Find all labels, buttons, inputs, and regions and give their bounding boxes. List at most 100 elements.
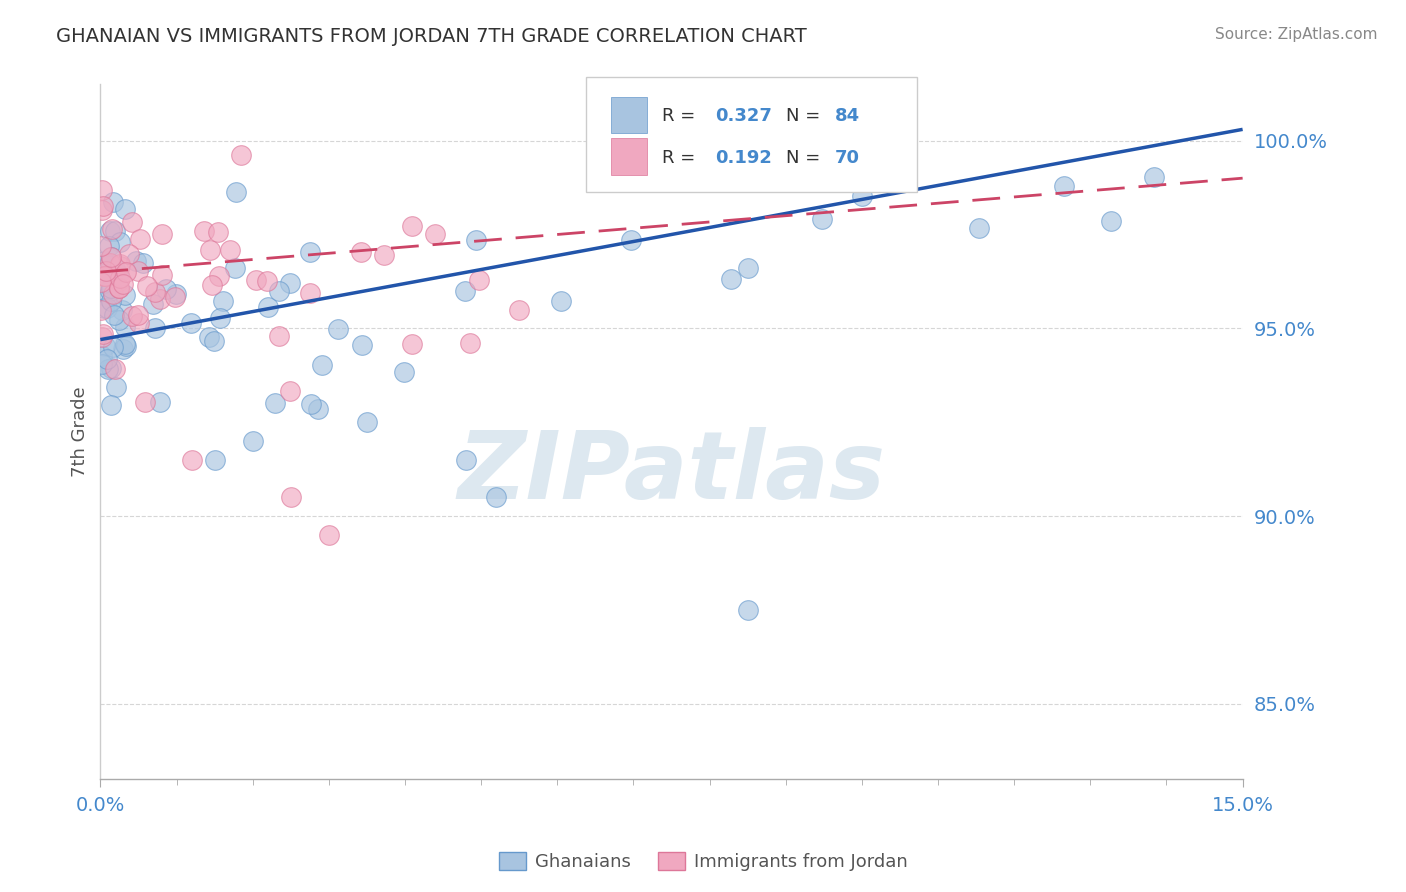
Text: GHANAIAN VS IMMIGRANTS FROM JORDAN 7TH GRADE CORRELATION CHART: GHANAIAN VS IMMIGRANTS FROM JORDAN 7TH G… [56,27,807,45]
Point [811,212,834,227]
Point [267,284,290,298]
Point [98,224,121,238]
Text: N =: N = [786,107,825,125]
Point [132,256,155,270]
Y-axis label: 7th Grade: 7th Grade [72,386,89,477]
Point [256,300,278,314]
Point [112,277,135,291]
Point [127,264,149,278]
Point [373,248,395,262]
Point [96,290,118,304]
Point [350,245,373,260]
Point [245,272,267,286]
Text: 0.192: 0.192 [714,149,772,167]
Point [198,243,221,257]
Point [318,528,340,542]
Point [967,220,990,235]
Point [224,260,246,275]
Point [103,308,125,322]
Point [93,254,115,268]
Point [91,357,114,371]
Point [103,340,125,354]
Point [264,396,287,410]
Text: Source: ZipAtlas.com: Source: ZipAtlas.com [1215,27,1378,42]
Point [208,269,231,284]
Point [101,221,124,235]
Text: 0.327: 0.327 [714,107,772,125]
Point [112,342,135,356]
Point [143,320,166,334]
Point [114,337,136,351]
Point [128,232,150,246]
Point [104,223,127,237]
Text: ZIPatlas: ZIPatlas [457,427,886,519]
Point [356,415,378,429]
Point [114,202,136,216]
Point [136,278,159,293]
Point [114,265,136,279]
Point [827,154,849,169]
Point [110,260,132,274]
Point [401,337,423,351]
Point [100,398,122,412]
Point [202,334,225,348]
Point [100,277,122,291]
Point [454,452,477,467]
Point [208,310,231,325]
Point [114,288,136,302]
Point [108,257,131,271]
Point [392,366,415,380]
Point [219,243,242,257]
Text: R =: R = [662,107,702,125]
Point [150,227,173,242]
Point [465,233,488,247]
Point [108,274,131,288]
Point [90,275,112,289]
Point [108,281,131,295]
Point [180,316,202,330]
Point [134,394,156,409]
Point [100,281,122,295]
Point [142,296,165,310]
Point [401,219,423,233]
Point [423,227,446,241]
Point [242,434,264,448]
Point [97,259,120,273]
Point [231,147,253,161]
Point [165,287,187,301]
Point [104,380,127,394]
Point [299,397,322,411]
Point [212,293,235,308]
Point [280,491,302,505]
Point [737,603,759,617]
Point [269,329,291,343]
Point [94,268,117,283]
Point [108,313,131,327]
Point [326,322,349,336]
Point [454,284,477,298]
Point [278,276,301,290]
Point [163,290,186,304]
Point [193,225,215,239]
Point [108,235,131,250]
Point [180,452,202,467]
Point [508,302,530,317]
Point [550,293,572,308]
Point [1099,213,1122,227]
Bar [612,97,648,133]
Point [198,329,221,343]
Point [91,183,114,197]
Text: N =: N = [786,149,825,167]
Point [104,362,127,376]
Point [101,287,124,301]
Point [98,284,121,298]
Point [101,194,124,209]
Point [307,401,329,416]
Point [155,282,177,296]
Point [742,175,765,189]
Point [94,339,117,353]
Text: 70: 70 [835,149,860,167]
Point [280,384,302,399]
Point [143,285,166,300]
Bar [612,138,648,175]
